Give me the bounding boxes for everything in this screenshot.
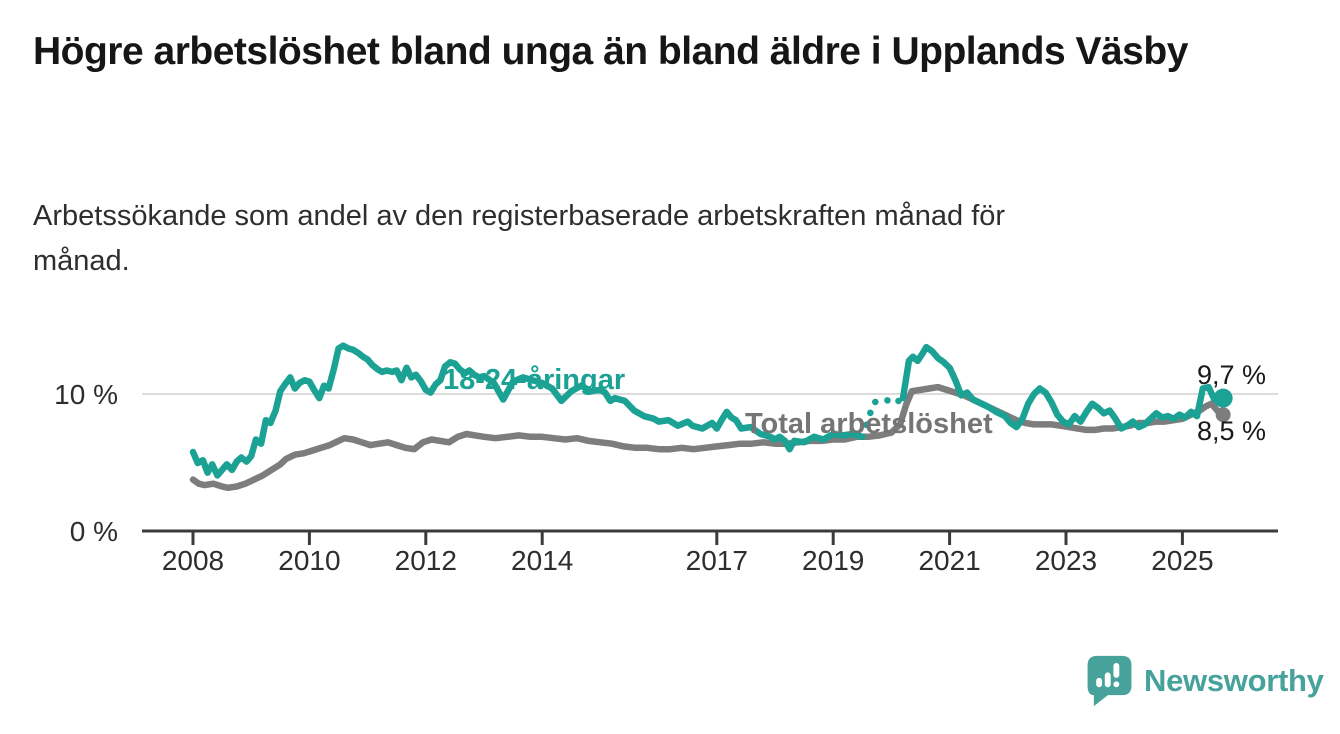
x-tick-label: 2010 <box>278 545 340 576</box>
series-line-0 <box>899 343 1227 432</box>
x-axis <box>142 529 1278 545</box>
x-tick-label: 2023 <box>1035 545 1097 576</box>
y-tick-label: 10 % <box>54 379 118 410</box>
chart-subtitle: Arbetssökande som andel av den registerb… <box>33 200 1006 277</box>
series-line-0 <box>859 394 907 441</box>
newsworthy-logo-text: Newsworthy <box>1144 663 1324 698</box>
end-value-label-0: 9,7 % <box>1197 360 1266 390</box>
series-lines <box>189 342 1233 492</box>
x-tick-label: 2021 <box>918 545 980 576</box>
series-line-1 <box>189 383 1227 492</box>
chart-title: Högre arbetslöshet bland unga än bland ä… <box>33 30 1188 73</box>
end-dot-0 <box>1213 388 1233 408</box>
x-tick-label: 2025 <box>1151 545 1213 576</box>
newsworthy-logo: Newsworthy <box>1086 654 1324 708</box>
speech-bubble-bar-chart-icon <box>1087 655 1132 707</box>
x-tick-label: 2019 <box>802 545 864 576</box>
x-tick-label: 2012 <box>395 545 457 576</box>
end-dot-1 <box>1215 407 1231 423</box>
series-label-1: Total arbetslöshet <box>745 408 993 440</box>
chart-labels: 0 % 10 % 2008 2010 2012 2014 2017 2019 2021 2023 2… <box>54 360 1266 576</box>
x-tick-label: 2017 <box>686 545 748 576</box>
x-tick-label: 2014 <box>511 545 573 576</box>
end-value-label-1: 8,5 % <box>1197 416 1266 446</box>
x-tick-label: 2008 <box>162 545 224 576</box>
series-label-0: 18-24-åringar <box>443 364 625 396</box>
series-line-0 <box>189 342 866 479</box>
y-tick-label: 0 % <box>70 516 118 547</box>
